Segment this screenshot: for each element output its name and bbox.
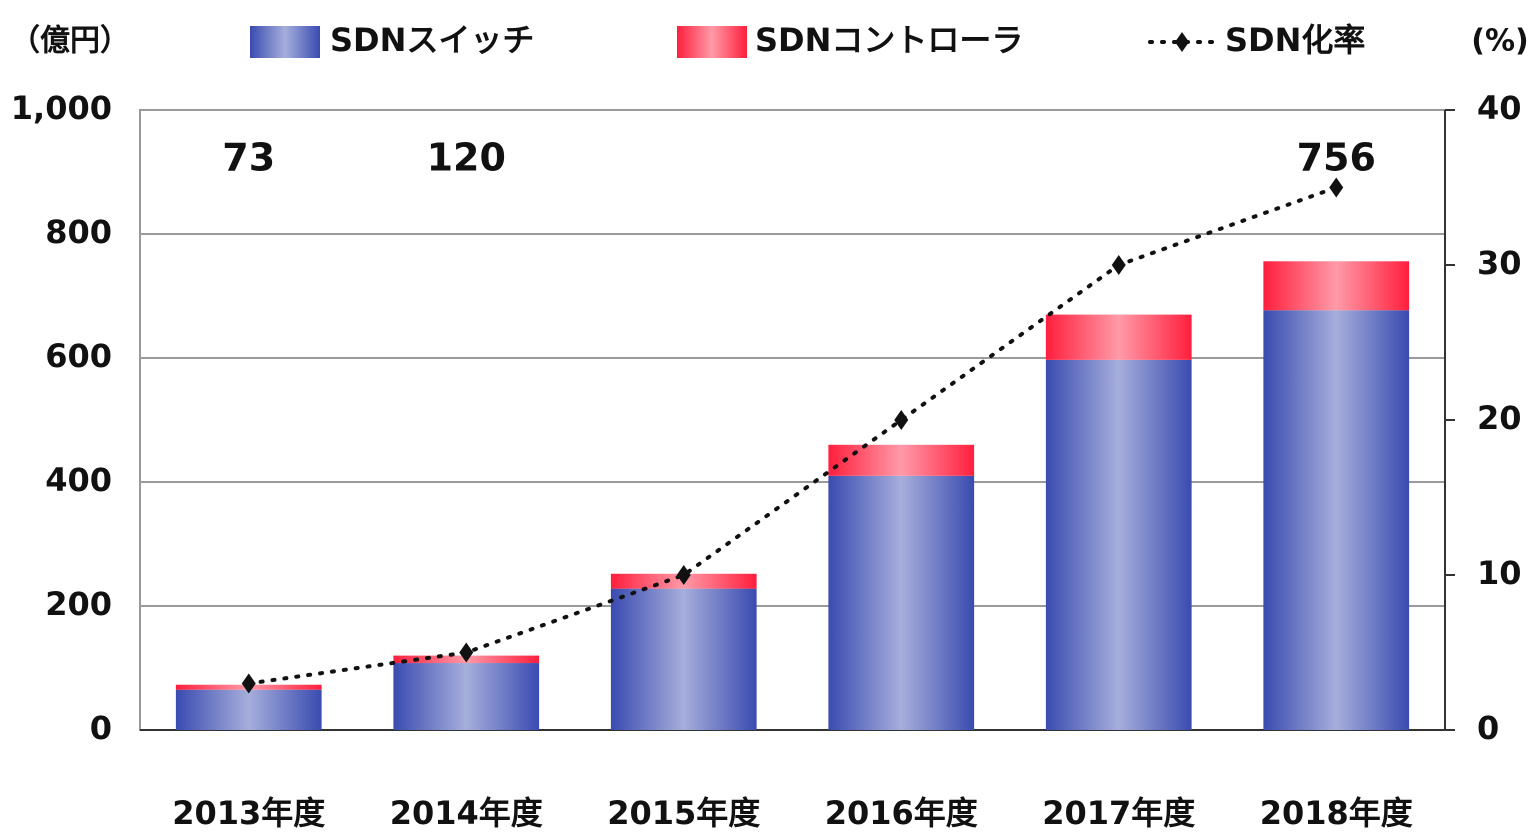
x-tick-label: 2013年度: [172, 794, 325, 832]
bar-segment: [1045, 359, 1192, 730]
y-tick-label: 400: [45, 461, 112, 499]
rate-marker: [676, 565, 691, 585]
total-label: 120: [427, 136, 506, 180]
bar-segment: [828, 475, 975, 730]
rate-marker: [1111, 255, 1126, 275]
y-tick-label: 0: [90, 709, 112, 747]
y2-axis-label: (%): [1471, 24, 1528, 59]
y-axis-label: （億円）: [10, 24, 130, 59]
y2-tick-label: 0: [1477, 709, 1499, 747]
legend-swatch: [677, 26, 747, 58]
bar-segment: [1263, 261, 1410, 311]
bar-segment: [393, 663, 540, 730]
bar-segment: [610, 588, 757, 730]
y2-tick-label: 20: [1477, 399, 1522, 437]
total-label: 73: [222, 136, 275, 180]
rate-marker: [894, 410, 909, 430]
y2-tick-label: 40: [1477, 89, 1522, 127]
rate-line: [246, 185, 1339, 686]
y2-tick-label: 30: [1477, 244, 1522, 282]
bar-segment: [1263, 310, 1410, 730]
legend-label: SDNコントローラ: [755, 21, 1023, 59]
x-tick-label: 2016年度: [825, 794, 978, 832]
plot-area: [139, 109, 1446, 731]
bar-segment: [1045, 314, 1192, 360]
x-tick-label: 2017年度: [1042, 794, 1195, 832]
rate-marker: [241, 673, 256, 694]
legend-marker: [1175, 32, 1189, 52]
legend-label: SDN化率: [1225, 21, 1365, 59]
total-label: 756: [1297, 136, 1376, 180]
x-tick-label: 2015年度: [607, 794, 760, 832]
bar-segment: [175, 689, 322, 730]
legend-swatch: [250, 26, 320, 58]
rate-marker: [1329, 177, 1344, 198]
y2-tick-label: 10: [1477, 554, 1522, 592]
y-tick-label: 200: [45, 585, 112, 623]
y-tick-label: 1,000: [11, 89, 112, 127]
bar-segment: [828, 444, 975, 476]
y-tick-label: 800: [45, 213, 112, 251]
x-tick-label: 2018年度: [1260, 794, 1413, 832]
x-tick-label: 2014年度: [390, 794, 543, 832]
rate-marker: [459, 642, 474, 663]
y-tick-label: 600: [45, 337, 112, 375]
legend-label: SDNスイッチ: [330, 21, 534, 59]
